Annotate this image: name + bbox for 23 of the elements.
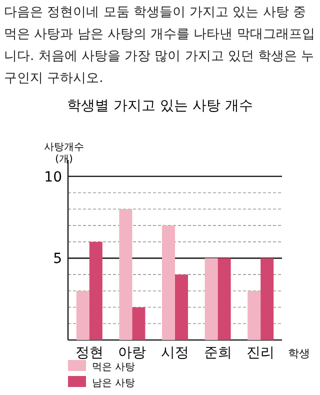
y-axis-title: 사탕개수 (개) bbox=[44, 142, 84, 165]
x-tick-label: 시정 bbox=[161, 345, 189, 361]
x-tick-label: 정현 bbox=[75, 345, 104, 361]
chart-subtitle: 다음은 정현이네 모둠 학생들이 가지고 있는 사탕 중 먹은 사탕과 남은 사탕의 개수를 나타낸 막대그래프입니다. 처음에 사탕을 가장 많이 가지고 있던 학생은 누구인지 구하시오. bbox=[4, 4, 316, 88]
bar bbox=[204, 258, 218, 340]
bar bbox=[218, 258, 231, 340]
bar bbox=[119, 209, 132, 340]
bar bbox=[132, 307, 146, 340]
x-tick-label: 아랑 bbox=[118, 345, 146, 361]
x-tick-label: 진리 bbox=[246, 345, 275, 361]
x-axis-title: 학생 bbox=[288, 347, 310, 360]
y-tick-label: 5 bbox=[53, 251, 62, 268]
bar bbox=[260, 258, 274, 340]
bar bbox=[248, 290, 261, 340]
y-tick-label: 10 bbox=[44, 169, 62, 186]
bar bbox=[89, 242, 102, 340]
bar bbox=[175, 274, 188, 340]
legend-label: 남은 사탕 bbox=[92, 378, 136, 389]
x-tick-label: 준희 bbox=[204, 345, 232, 361]
bar bbox=[162, 225, 175, 340]
bar bbox=[76, 290, 90, 340]
chart-title: 학생별 가지고 있는 사탕 개수 bbox=[67, 98, 253, 114]
legend-label: 먹은 사탕 bbox=[92, 362, 136, 373]
